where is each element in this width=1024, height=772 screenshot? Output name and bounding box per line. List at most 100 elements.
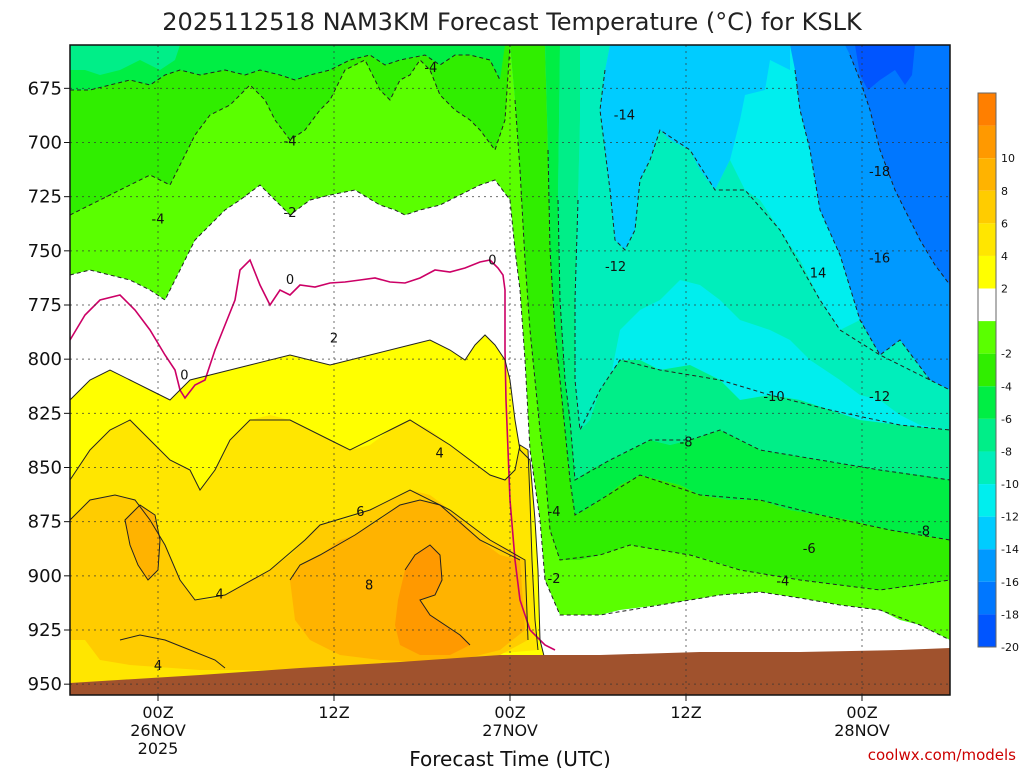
grid [70, 45, 950, 695]
credit-text: coolwx.com/models [868, 746, 1016, 764]
band-minus2-minus4 [70, 45, 950, 640]
colorbar-swatch [978, 386, 996, 419]
contour-label: 0 [180, 369, 188, 384]
contour-label: -4 [424, 61, 437, 76]
y-tick-label: 825 [28, 403, 62, 424]
x-tick-label: 12Z [318, 703, 349, 722]
y-tick-label: 800 [28, 349, 62, 370]
band-minus8 [545, 45, 950, 540]
colorbar-frame [977, 92, 997, 648]
x-tick-label: 27NOV [482, 721, 538, 740]
contour-label: 4 [215, 587, 223, 602]
band-minus14 [600, 45, 790, 250]
colorbar-swatch [978, 418, 996, 452]
colorbar-label: 6 [1001, 217, 1008, 230]
colorbar-swatch [978, 484, 996, 517]
contour-label: 14 [810, 267, 827, 282]
colorbar-swatch [978, 255, 996, 289]
band-minus6 [510, 45, 950, 590]
contour-label: 6 [356, 505, 364, 520]
x-axis-label: Forecast Time (UTC) [409, 747, 611, 768]
colorbar-swatch [978, 451, 996, 485]
contour-label: 8 [365, 579, 373, 594]
zero-contour [70, 258, 556, 651]
contour-label: -2 [548, 572, 561, 587]
colorbar-swatch [978, 614, 996, 647]
colorbar-label: -14 [1001, 543, 1019, 556]
contour-label: 0 [488, 254, 496, 269]
band-minus12 [575, 45, 950, 430]
contour-label: -12 [605, 260, 626, 275]
positive-contours [70, 334, 546, 669]
band-top-left-teal [70, 45, 180, 75]
colorbar-swatch [978, 93, 996, 126]
colorbar-swatch [978, 158, 996, 191]
y-tick-label: 700 [28, 133, 62, 154]
y-tick-label: 775 [28, 295, 62, 316]
colorbar-swatch [978, 549, 996, 582]
band-upper-left-darker [70, 45, 505, 90]
colorbar-swatch [978, 353, 996, 387]
contour-label: -6 [803, 542, 816, 557]
band-minus18 [845, 45, 950, 285]
colorbar-label: 4 [1001, 250, 1008, 263]
contour-label: -8 [680, 436, 693, 451]
colorbar-swatch [978, 288, 996, 322]
colorbar-label: -12 [1001, 511, 1019, 524]
contour-label: -10 [763, 390, 784, 405]
y-axis: 675 700 725 750 775 800 825 850 875 900 925 950 [28, 78, 70, 695]
y-tick-label: 675 [28, 78, 62, 99]
negative-contours [70, 45, 950, 641]
contour-label: -4 [776, 574, 789, 589]
colorbar-label: -18 [1001, 608, 1019, 621]
contour-label: -4 [548, 505, 561, 520]
contour-label: -14 [614, 109, 635, 124]
contour-label: -2 [284, 206, 297, 221]
y-tick-label: 925 [28, 620, 62, 641]
band-minus20 [855, 45, 915, 90]
colorbar-label: -20 [1001, 641, 1019, 654]
contour-label: 4 [435, 447, 443, 462]
colorbar-swatch [978, 321, 996, 354]
colorbar-label: -6 [1001, 413, 1012, 426]
x-tick-label: 26NOV [130, 721, 186, 740]
y-tick-label: 950 [28, 674, 62, 695]
colorbar-label: -4 [1001, 380, 1012, 393]
x-tick-label: 2025 [138, 739, 179, 758]
x-tick-label: 00Z [494, 703, 525, 722]
x-tick-label: 00Z [142, 703, 173, 722]
x-tick-label: 00Z [846, 703, 877, 722]
colorbar-label: -8 [1001, 445, 1012, 458]
colorbar-swatch [978, 581, 996, 615]
y-tick-label: 750 [28, 241, 62, 262]
colorbar-swatch [978, 516, 996, 550]
y-tick-label: 725 [28, 187, 62, 208]
colorbar-label: 8 [1001, 185, 1008, 198]
contour-label: -18 [869, 165, 890, 180]
y-tick-label: 875 [28, 512, 62, 533]
band-minus10 [558, 45, 950, 480]
contour-label: 0 [286, 273, 294, 288]
colorbar-swatch [978, 125, 996, 159]
colorbar-label: 10 [1001, 152, 1015, 165]
band-left-blob [125, 505, 160, 580]
colorbar-label: -10 [1001, 478, 1019, 491]
x-tick-label: 12Z [670, 703, 701, 722]
x-tick-label: 28NOV [834, 721, 890, 740]
contour-label: -4 [284, 135, 297, 150]
contour-labels: -4 -4 -4 -2 0 0 0 2 4 4 4 6 8 -4 -2 -14 -12 -8 -10 -6 -4 14 -1… [152, 61, 931, 674]
contour-label: -4 [152, 213, 165, 228]
colorbar: 10 8 6 4 2 -2 -4 -6 -8 -10 -12 -14 -16 -18 -20 [977, 92, 1019, 654]
ground-terrain [70, 648, 950, 695]
colorbar-label: 2 [1001, 283, 1008, 296]
y-tick-label: 900 [28, 566, 62, 587]
colorbar-label: -2 [1001, 348, 1012, 361]
contour-label: 2 [330, 332, 338, 347]
band-upper-left-green [70, 45, 510, 215]
band-plus8-plus10 [395, 545, 470, 655]
contour-label: -12 [869, 390, 890, 405]
contour-label: -16 [869, 252, 890, 267]
